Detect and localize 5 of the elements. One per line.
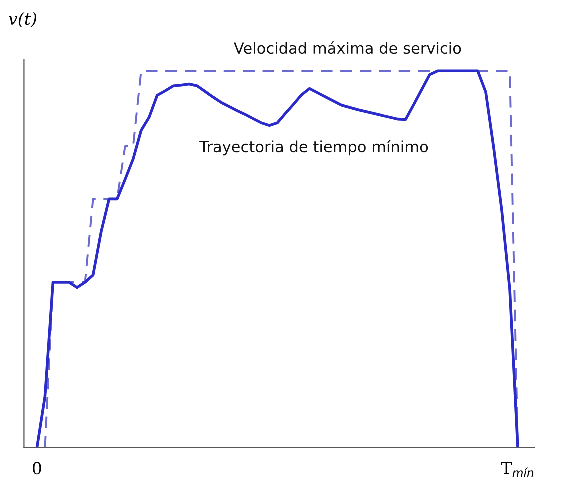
series-label: Velocidad máxima de servicio <box>234 42 462 54</box>
y-axis-title: v(t) <box>9 12 37 28</box>
series-label: Trayectoria de tiempo mínimo <box>200 140 428 156</box>
x-tick-label: 0 <box>32 462 42 475</box>
x-tick-label: T$_{mín}$ <box>501 462 534 478</box>
